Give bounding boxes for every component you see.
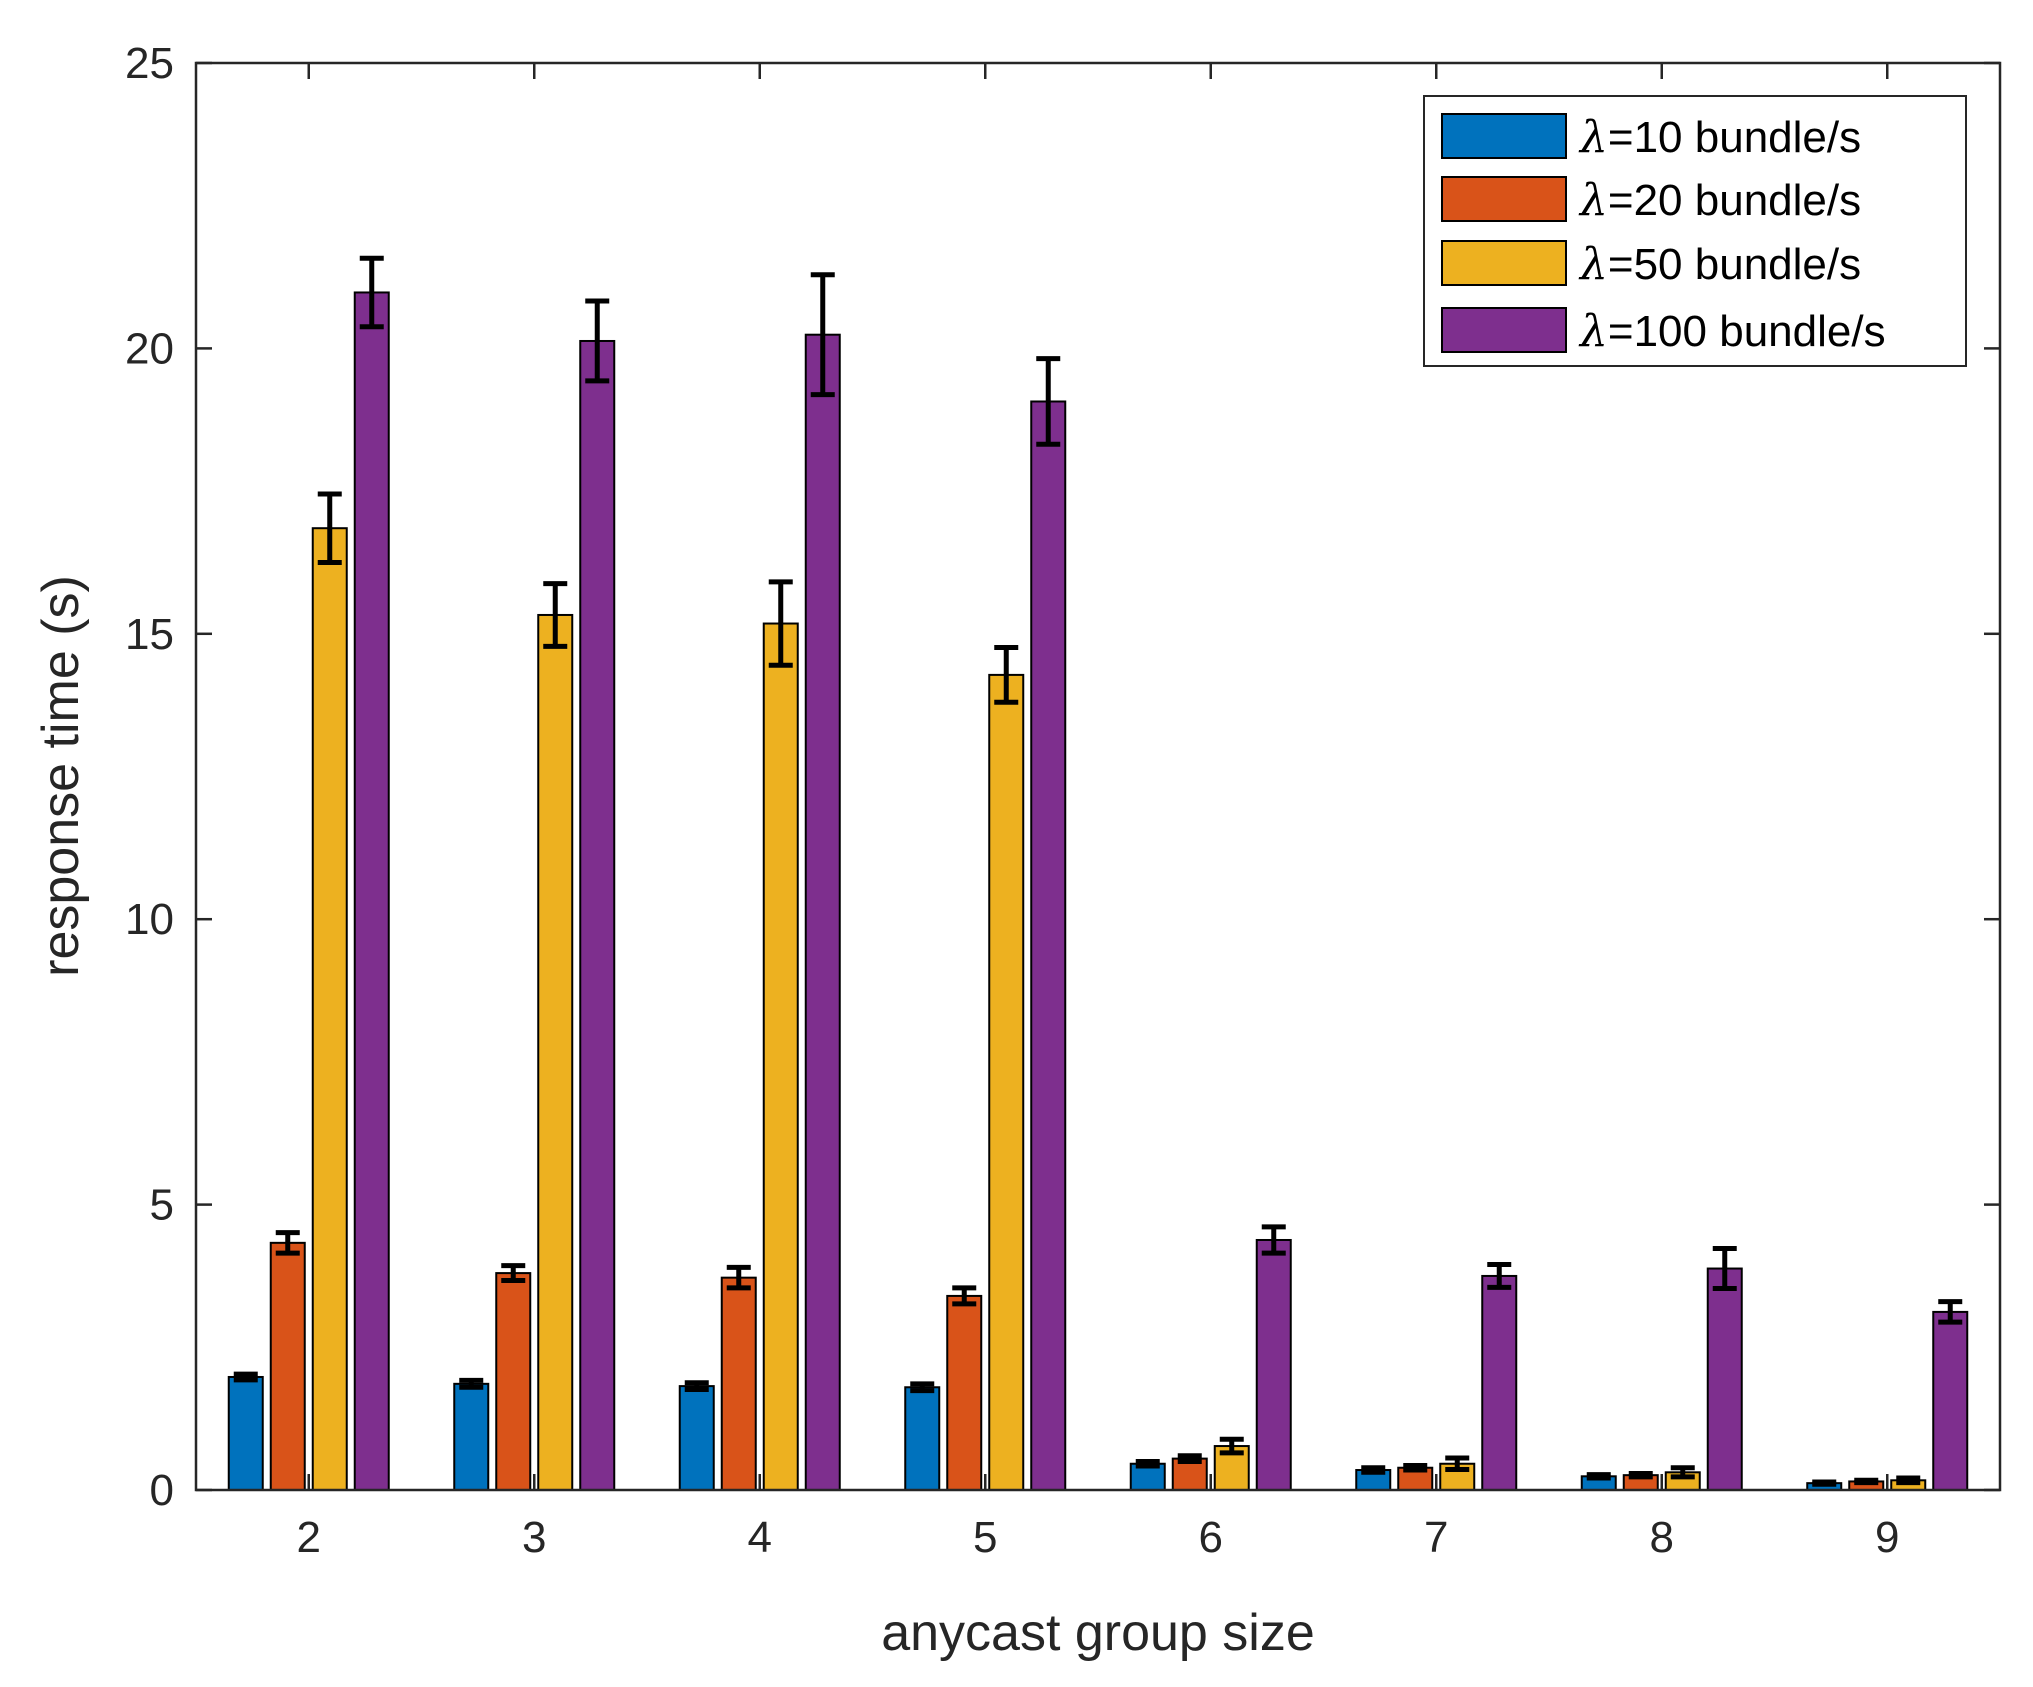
bar-series-2-group-5 — [946, 1294, 983, 1491]
bar-series-1-group-2 — [227, 1375, 264, 1491]
error-bar-series-1-group-5 — [910, 1381, 935, 1394]
error-bar-series-1-group-9 — [1812, 1479, 1837, 1487]
bar-series-1-group-3 — [453, 1382, 490, 1491]
error-bar-series-3-group-4 — [768, 579, 793, 668]
legend: λ=10 bundle/s λ=20 bundle/s λ=50 bundle/s λ… — [1423, 95, 1967, 367]
bar-series-4-group-8 — [1706, 1267, 1743, 1491]
error-bar-series-2-group-3 — [501, 1263, 526, 1284]
y-tick-label: 25 — [125, 39, 174, 88]
error-bar-series-3-group-8 — [1670, 1465, 1695, 1480]
legend-label-series-3: λ=50 bundle/s — [1578, 239, 1861, 290]
ticks-layer: 2 3 4 5 6 7 8 9 0 5 10 15 20 25 — [125, 39, 2000, 1562]
error-bar-series-3-group-5 — [994, 644, 1019, 705]
x-tick-label: 6 — [1199, 1513, 1223, 1562]
error-bars-layer — [233, 255, 1963, 1487]
bar-series-4-group-6 — [1255, 1238, 1292, 1492]
legend-label-series-1: λ=10 bundle/s — [1578, 112, 1861, 163]
bar-series-4-group-9 — [1932, 1310, 1969, 1491]
error-bar-series-2-group-2 — [275, 1230, 300, 1256]
y-axis-title: response time (s) — [32, 575, 90, 977]
bar-series-2-group-3 — [495, 1272, 532, 1491]
bar-series-1-group-4 — [678, 1385, 715, 1491]
bar-series-4-group-2 — [353, 291, 390, 1492]
plot-frame — [194, 61, 2002, 1492]
bar-series-4-group-3 — [579, 339, 616, 1491]
x-tick-label: 9 — [1875, 1513, 1899, 1562]
x-tick-label: 2 — [297, 1513, 321, 1562]
x-tick-label: 7 — [1424, 1513, 1448, 1562]
x-tick-label: 3 — [522, 1513, 546, 1562]
error-bar-series-2-group-5 — [952, 1285, 977, 1307]
error-bar-series-2-group-8 — [1628, 1470, 1653, 1480]
error-bar-series-1-group-7 — [1361, 1465, 1386, 1475]
legend-swatch-series-2 — [1441, 176, 1567, 222]
x-tick-label: 5 — [973, 1513, 997, 1562]
bar-series-4-group-4 — [804, 333, 841, 1491]
legend-swatch-series-3 — [1441, 240, 1567, 286]
bar-series-1-group-5 — [904, 1386, 941, 1491]
error-bar-series-1-group-8 — [1586, 1472, 1611, 1481]
legend-swatch-series-4 — [1441, 307, 1567, 353]
bar-series-2-group-4 — [720, 1276, 757, 1491]
y-tick-label: 0 — [150, 1466, 174, 1515]
error-bar-series-4-group-6 — [1261, 1224, 1286, 1256]
error-bar-series-3-group-3 — [543, 581, 568, 649]
legend-label-series-2: λ=20 bundle/s — [1578, 175, 1861, 226]
bar-series-2-group-2 — [269, 1241, 306, 1492]
x-tick-label: 4 — [748, 1513, 772, 1562]
error-bar-series-1-group-3 — [459, 1377, 484, 1390]
bars-layer — [227, 291, 1969, 1492]
legend-label-series-4: λ=100 bundle/s — [1578, 306, 1886, 357]
error-bar-series-4-group-2 — [359, 255, 384, 330]
error-bar-series-2-group-6 — [1177, 1453, 1202, 1464]
error-bar-series-2-group-4 — [726, 1264, 751, 1291]
x-tick-label: 8 — [1650, 1513, 1674, 1562]
error-bar-series-1-group-2 — [233, 1371, 258, 1383]
error-bar-series-3-group-2 — [317, 491, 342, 565]
y-tick-label: 10 — [125, 895, 174, 944]
bar-series-3-group-4 — [762, 622, 799, 1491]
error-bar-series-3-group-9 — [1896, 1475, 1921, 1486]
error-bar-series-4-group-9 — [1938, 1299, 1963, 1325]
y-tick-label: 5 — [150, 1181, 174, 1230]
error-bar-series-3-group-6 — [1219, 1436, 1244, 1456]
error-bar-series-1-group-6 — [1135, 1458, 1160, 1469]
error-bar-series-4-group-3 — [585, 298, 610, 384]
y-tick-label: 20 — [125, 324, 174, 373]
bar-series-3-group-2 — [311, 527, 348, 1491]
bar-series-4-group-5 — [1030, 400, 1067, 1492]
x-axis-title: anycast group size — [881, 1604, 1315, 1662]
error-bar-series-2-group-9 — [1854, 1477, 1879, 1486]
error-bar-series-4-group-7 — [1487, 1262, 1512, 1290]
error-bar-series-4-group-8 — [1712, 1246, 1737, 1292]
bar-series-3-group-3 — [537, 613, 574, 1491]
legend-swatch-series-1 — [1441, 113, 1567, 159]
error-bar-series-1-group-4 — [684, 1380, 709, 1393]
bar-series-3-group-5 — [988, 673, 1025, 1491]
error-bar-series-3-group-7 — [1445, 1455, 1470, 1472]
y-tick-label: 15 — [125, 610, 174, 659]
error-bar-series-2-group-7 — [1403, 1462, 1428, 1473]
bar-series-4-group-7 — [1481, 1274, 1518, 1491]
error-bar-series-4-group-4 — [810, 272, 835, 398]
error-bar-series-4-group-5 — [1036, 356, 1061, 447]
